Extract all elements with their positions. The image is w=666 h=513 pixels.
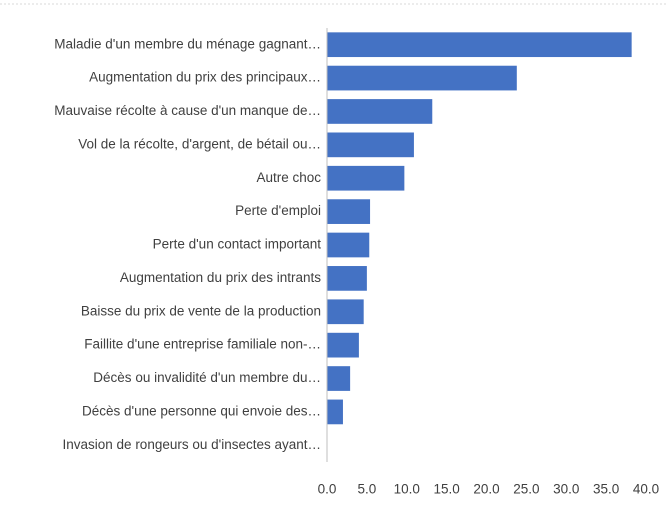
y-tick-label: Invasion de rongeurs ou d'insectes ayant… — [63, 437, 321, 452]
bar — [327, 266, 367, 291]
bar — [327, 232, 370, 258]
y-tick-label: Vol de la récolte, d'argent, de bétail o… — [78, 136, 321, 151]
x-tick-label: 25.0 — [513, 482, 539, 497]
x-tick-label: 15.0 — [433, 482, 459, 497]
y-tick-label: Faillite d'une entreprise familiale non-… — [84, 337, 321, 352]
y-tick-label: Maladie d'un membre du ménage gagnant… — [54, 36, 321, 51]
y-tick-label: Décès d'une personne qui envoie des… — [82, 403, 321, 418]
x-tick-label: 5.0 — [357, 482, 376, 497]
y-tick-label: Autre choc — [256, 170, 321, 185]
y-tick-label: Augmentation du prix des intrants — [120, 270, 321, 285]
bar — [327, 399, 343, 425]
bar — [327, 99, 433, 124]
y-tick-label: Augmentation du prix des principaux… — [89, 70, 321, 85]
bar — [327, 332, 359, 358]
y-tick-label: Baisse du prix de vente de la production — [81, 303, 321, 318]
x-tick-label: 40.0 — [633, 482, 659, 497]
x-tick-label: 20.0 — [473, 482, 499, 497]
bar — [327, 199, 371, 224]
bar — [327, 366, 351, 391]
x-tick-label: 0.0 — [318, 482, 337, 497]
x-tick-label: 35.0 — [593, 482, 619, 497]
x-tick-label: 30.0 — [553, 482, 579, 497]
bar — [327, 65, 517, 91]
y-tick-label: Mauvaise récolte à cause d'un manque de… — [54, 103, 321, 118]
y-tick-label: Perte d'emploi — [235, 203, 321, 218]
bar — [327, 32, 632, 58]
y-tick-label: Décès ou invalidité d'un membre du… — [93, 370, 321, 385]
bar — [327, 132, 414, 158]
y-tick-label: Perte d'un contact important — [153, 237, 322, 252]
bar — [327, 299, 364, 325]
x-tick-label: 10.0 — [394, 482, 420, 497]
bar — [327, 165, 405, 191]
